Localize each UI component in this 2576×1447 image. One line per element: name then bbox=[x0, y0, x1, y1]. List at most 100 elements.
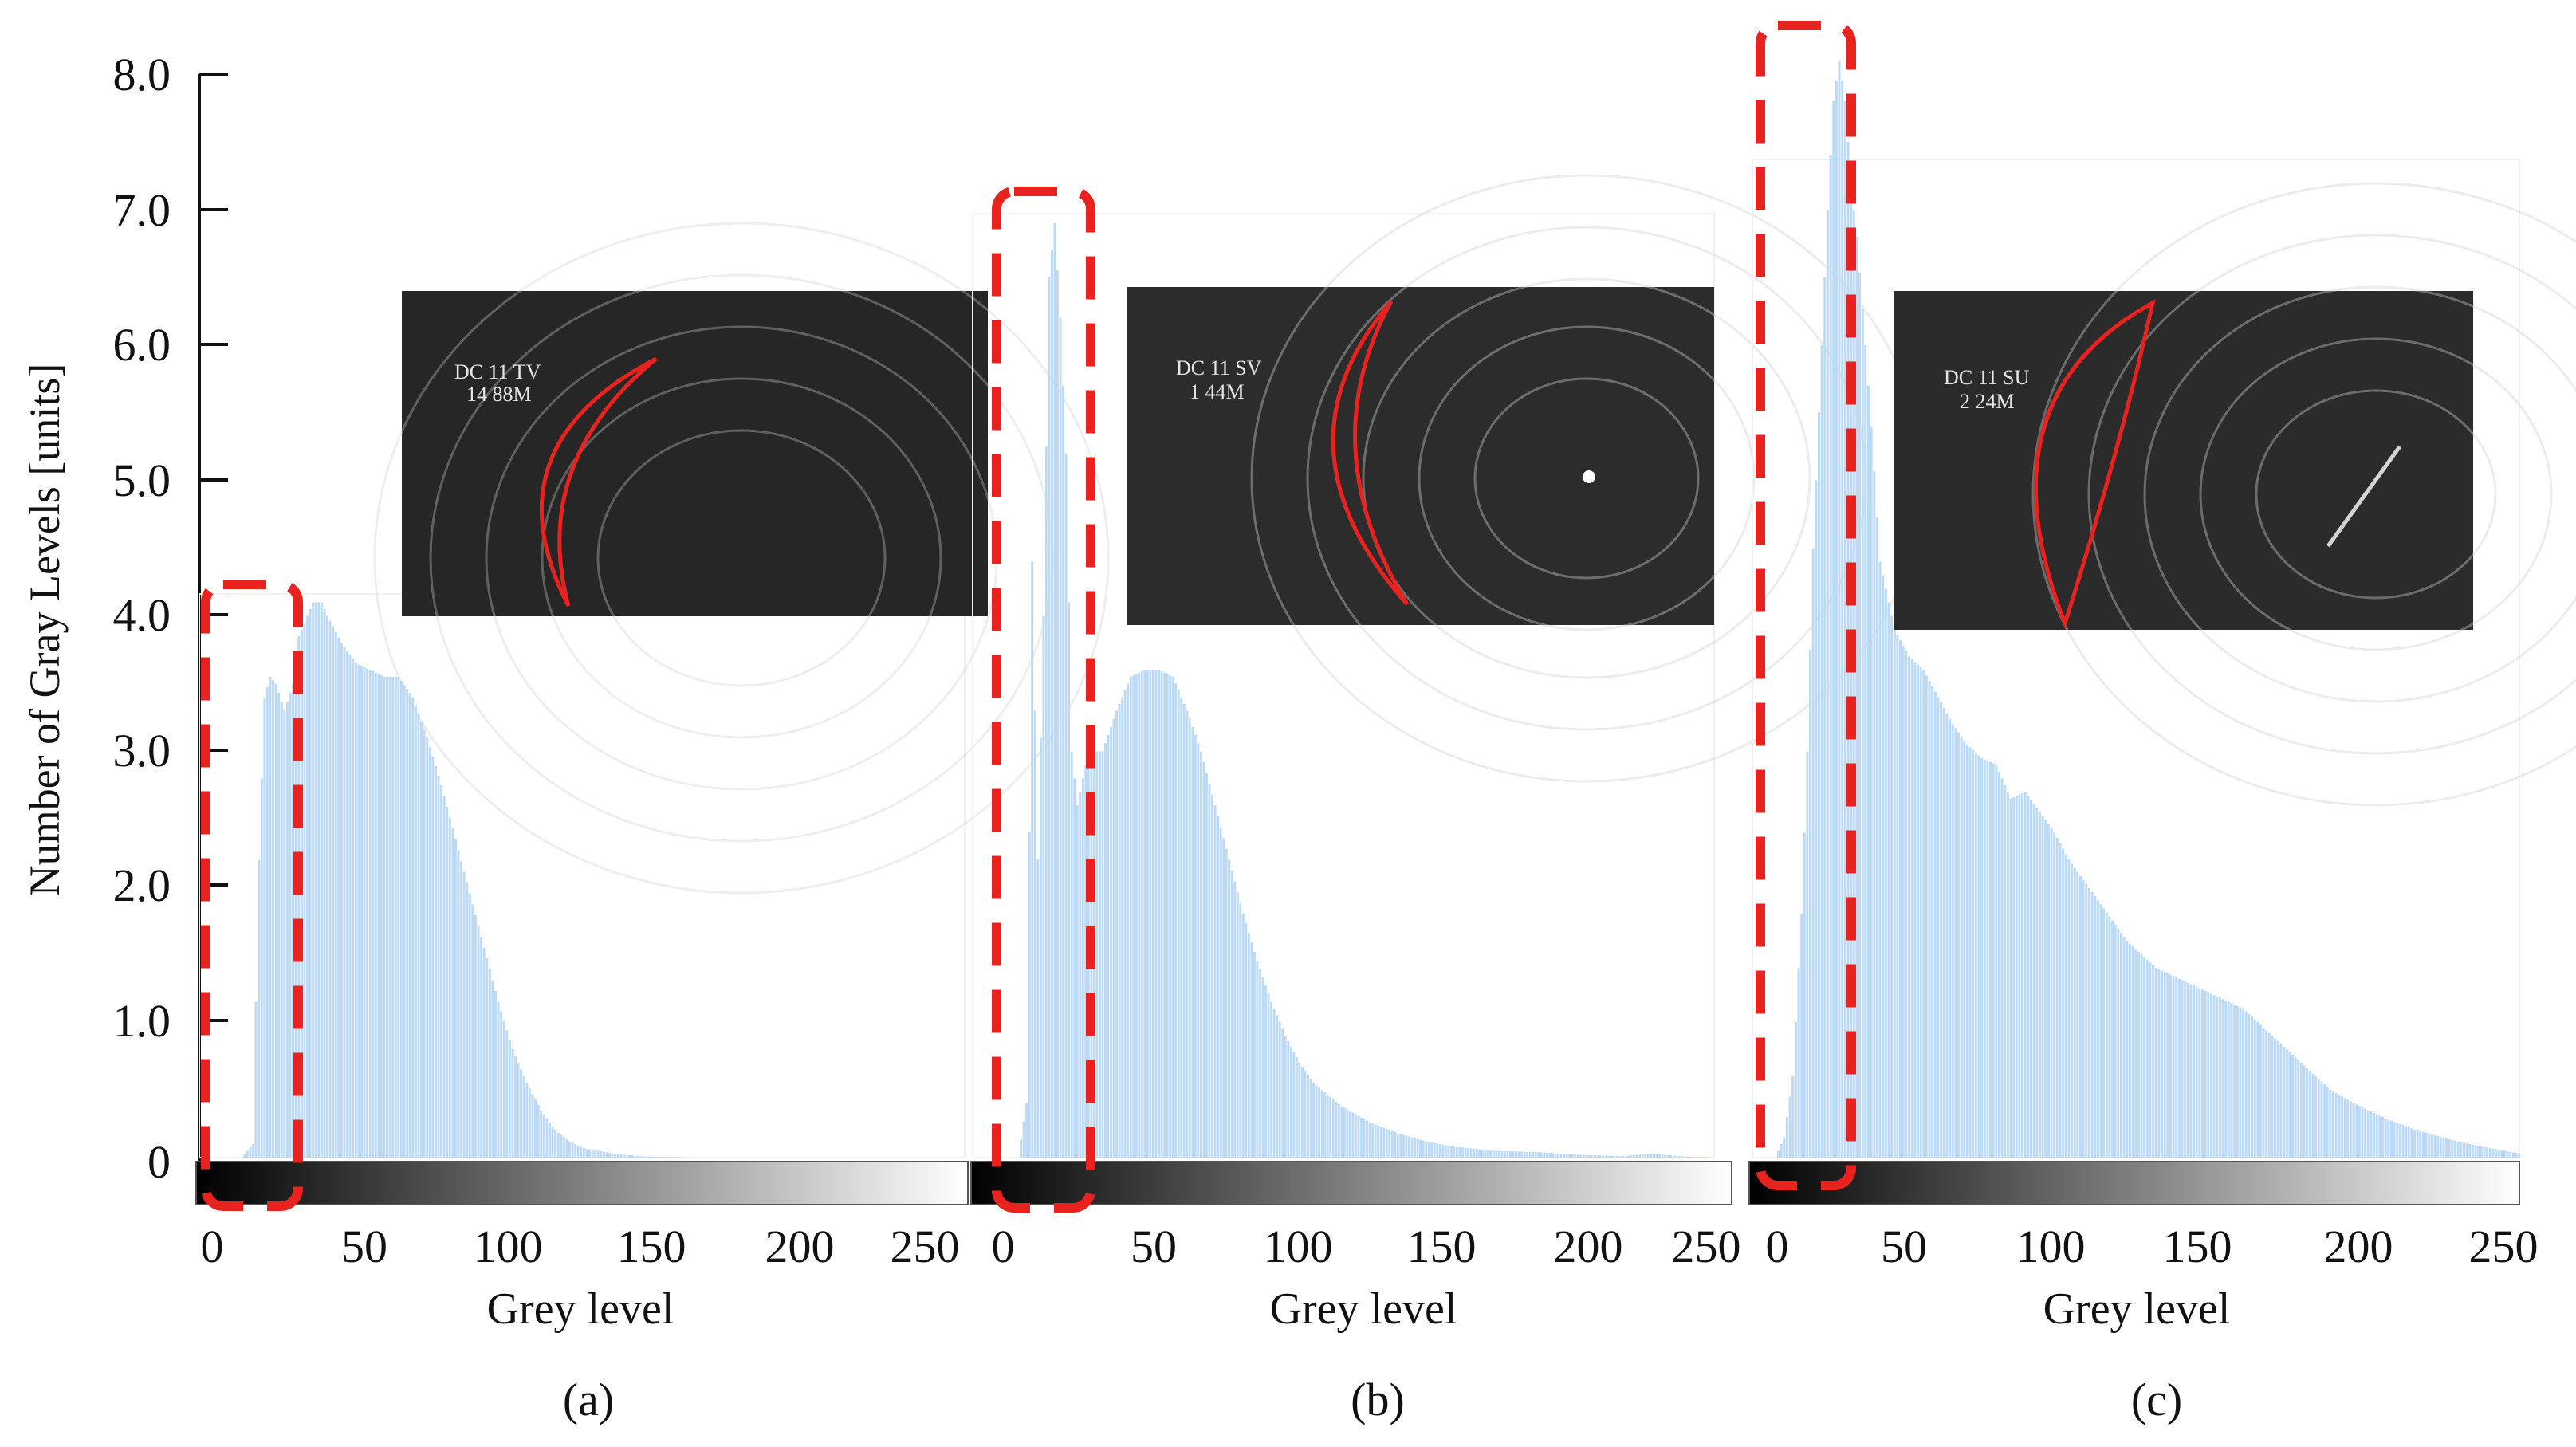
crescent-region-outline bbox=[1331, 300, 1410, 606]
histogram-bar bbox=[502, 1020, 505, 1158]
histogram-bar bbox=[1245, 923, 1248, 1158]
histogram-bar bbox=[1585, 1154, 1588, 1158]
histogram-bar bbox=[1357, 1115, 1360, 1158]
histogram-bar bbox=[1239, 902, 1242, 1158]
x-tick-label: 0 bbox=[201, 1221, 224, 1272]
highlight-box bbox=[992, 187, 1095, 1213]
histogram-bar bbox=[2023, 792, 2027, 1158]
histogram-bar bbox=[2236, 1005, 2239, 1158]
histogram-bar bbox=[346, 651, 349, 1158]
inset-image: DC 11 SU 2 24M bbox=[1894, 182, 2576, 807]
histogram-bar bbox=[1307, 1075, 1309, 1158]
histogram-bar bbox=[2221, 999, 2224, 1158]
histogram-bar bbox=[2311, 1073, 2314, 1158]
histogram-bar bbox=[1646, 1154, 1650, 1158]
histogram-bar bbox=[2006, 792, 2009, 1158]
histogram-bar bbox=[576, 1145, 580, 1158]
grey-level-ramp bbox=[195, 1161, 969, 1205]
histogram-bar bbox=[622, 1154, 625, 1158]
histogram-bar bbox=[643, 1156, 645, 1158]
histogram-bar bbox=[1995, 765, 1998, 1158]
histogram-bar bbox=[551, 1126, 554, 1158]
histogram-bar bbox=[1928, 681, 1931, 1158]
histogram-bar bbox=[2471, 1144, 2474, 1158]
histogram-bar bbox=[2413, 1129, 2416, 1158]
histogram-bar bbox=[391, 676, 395, 1158]
histogram-bar bbox=[348, 655, 352, 1158]
histogram-bar bbox=[2294, 1057, 2297, 1158]
histogram-bar bbox=[1905, 651, 1908, 1158]
histogram-bar bbox=[1253, 951, 1256, 1158]
histogram-bar bbox=[1616, 1156, 1618, 1158]
histogram-bar bbox=[1568, 1154, 1571, 1158]
histogram-bar bbox=[514, 1056, 517, 1158]
histogram-bar bbox=[1079, 792, 1082, 1158]
histogram-bar bbox=[368, 670, 372, 1158]
histogram-bar bbox=[1469, 1148, 1473, 1158]
histogram-bar bbox=[2256, 1022, 2259, 1158]
histogram-bar bbox=[1694, 1157, 1697, 1158]
sonar-ring bbox=[373, 222, 1110, 895]
histogram-bar bbox=[1653, 1154, 1655, 1158]
histogram-bar bbox=[488, 969, 491, 1158]
histogram-bar bbox=[2474, 1145, 2477, 1158]
histogram-bar bbox=[1703, 1157, 1706, 1158]
histogram-bar bbox=[1425, 1141, 1428, 1158]
histogram-bar bbox=[1450, 1146, 1453, 1158]
histogram-bar bbox=[437, 776, 440, 1158]
histogram-bar bbox=[2495, 1149, 2498, 1158]
histogram-bar bbox=[326, 615, 328, 1158]
histogram-bar bbox=[1661, 1154, 1664, 1158]
histogram-bar bbox=[1363, 1119, 1366, 1158]
histogram-bar bbox=[2090, 892, 2094, 1158]
histogram-bar bbox=[2076, 871, 2079, 1158]
inset-caption: 2 24M bbox=[1960, 390, 2015, 413]
histogram-bar bbox=[340, 643, 343, 1158]
histogram-bar bbox=[1913, 662, 1917, 1158]
histogram-bar bbox=[1843, 101, 1846, 1158]
histogram-bar bbox=[1500, 1150, 1504, 1158]
histogram-bar bbox=[1675, 1156, 1678, 1158]
histogram-bar bbox=[571, 1142, 574, 1158]
histogram-bar bbox=[1048, 277, 1051, 1158]
x-tick-label: 250 bbox=[891, 1221, 960, 1272]
histogram-bar bbox=[1188, 718, 1191, 1158]
histogram-bar bbox=[2126, 941, 2129, 1158]
histogram-bar bbox=[1304, 1071, 1307, 1158]
histogram-bar bbox=[2389, 1120, 2393, 1158]
histogram-bar bbox=[1104, 743, 1107, 1158]
histogram-bar bbox=[1515, 1151, 1517, 1158]
histogram-bar bbox=[2515, 1153, 2518, 1158]
histogram-bar bbox=[2299, 1063, 2303, 1158]
histogram-bar bbox=[525, 1083, 529, 1158]
histogram-bar bbox=[383, 676, 386, 1158]
histogram-bar bbox=[1272, 1009, 1276, 1158]
histogram-bar bbox=[426, 737, 429, 1158]
histogram-bar bbox=[2405, 1126, 2408, 1158]
histogram-bar bbox=[1686, 1156, 1689, 1158]
x-tick-label: 100 bbox=[2016, 1221, 2086, 1272]
histogram-bar bbox=[2140, 954, 2143, 1158]
histogram-bar bbox=[1571, 1154, 1574, 1158]
histogram-bar bbox=[1259, 969, 1261, 1158]
histogram-bar bbox=[1084, 765, 1087, 1158]
histogram-bar bbox=[1174, 683, 1178, 1158]
histogram-bar bbox=[2122, 937, 2126, 1158]
histogram-bar bbox=[1101, 751, 1104, 1158]
histogram-bar bbox=[2387, 1119, 2390, 1158]
histogram-bar bbox=[636, 1156, 639, 1158]
histogram-bar bbox=[1692, 1156, 1695, 1158]
histogram-bar bbox=[2283, 1046, 2286, 1158]
histogram-bar bbox=[1489, 1150, 1493, 1158]
histogram-bar bbox=[1158, 670, 1160, 1158]
histogram-bar bbox=[337, 637, 340, 1158]
x-tick-label: 100 bbox=[1264, 1221, 1333, 1272]
histogram-bar bbox=[1506, 1151, 1509, 1158]
histogram-bar bbox=[1281, 1028, 1284, 1158]
histogram-bar bbox=[2163, 972, 2166, 1158]
histogram-bar bbox=[314, 602, 317, 1158]
histogram-bar bbox=[460, 861, 463, 1158]
histogram-bar bbox=[1025, 1103, 1028, 1158]
histogram-bar bbox=[258, 859, 261, 1158]
histogram-bar bbox=[1458, 1147, 1461, 1158]
